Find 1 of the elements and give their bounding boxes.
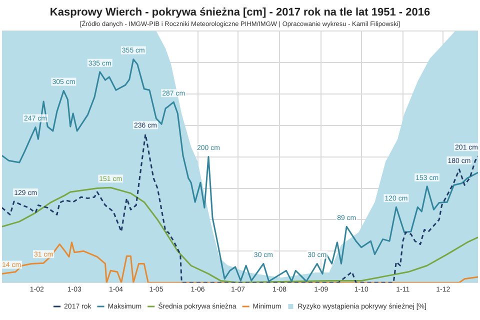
chart-title: Kasprowy Wierch - pokrywa śnieżna [cm] - 2017 rok na tle lat 1951 - 2016 [50,6,430,19]
